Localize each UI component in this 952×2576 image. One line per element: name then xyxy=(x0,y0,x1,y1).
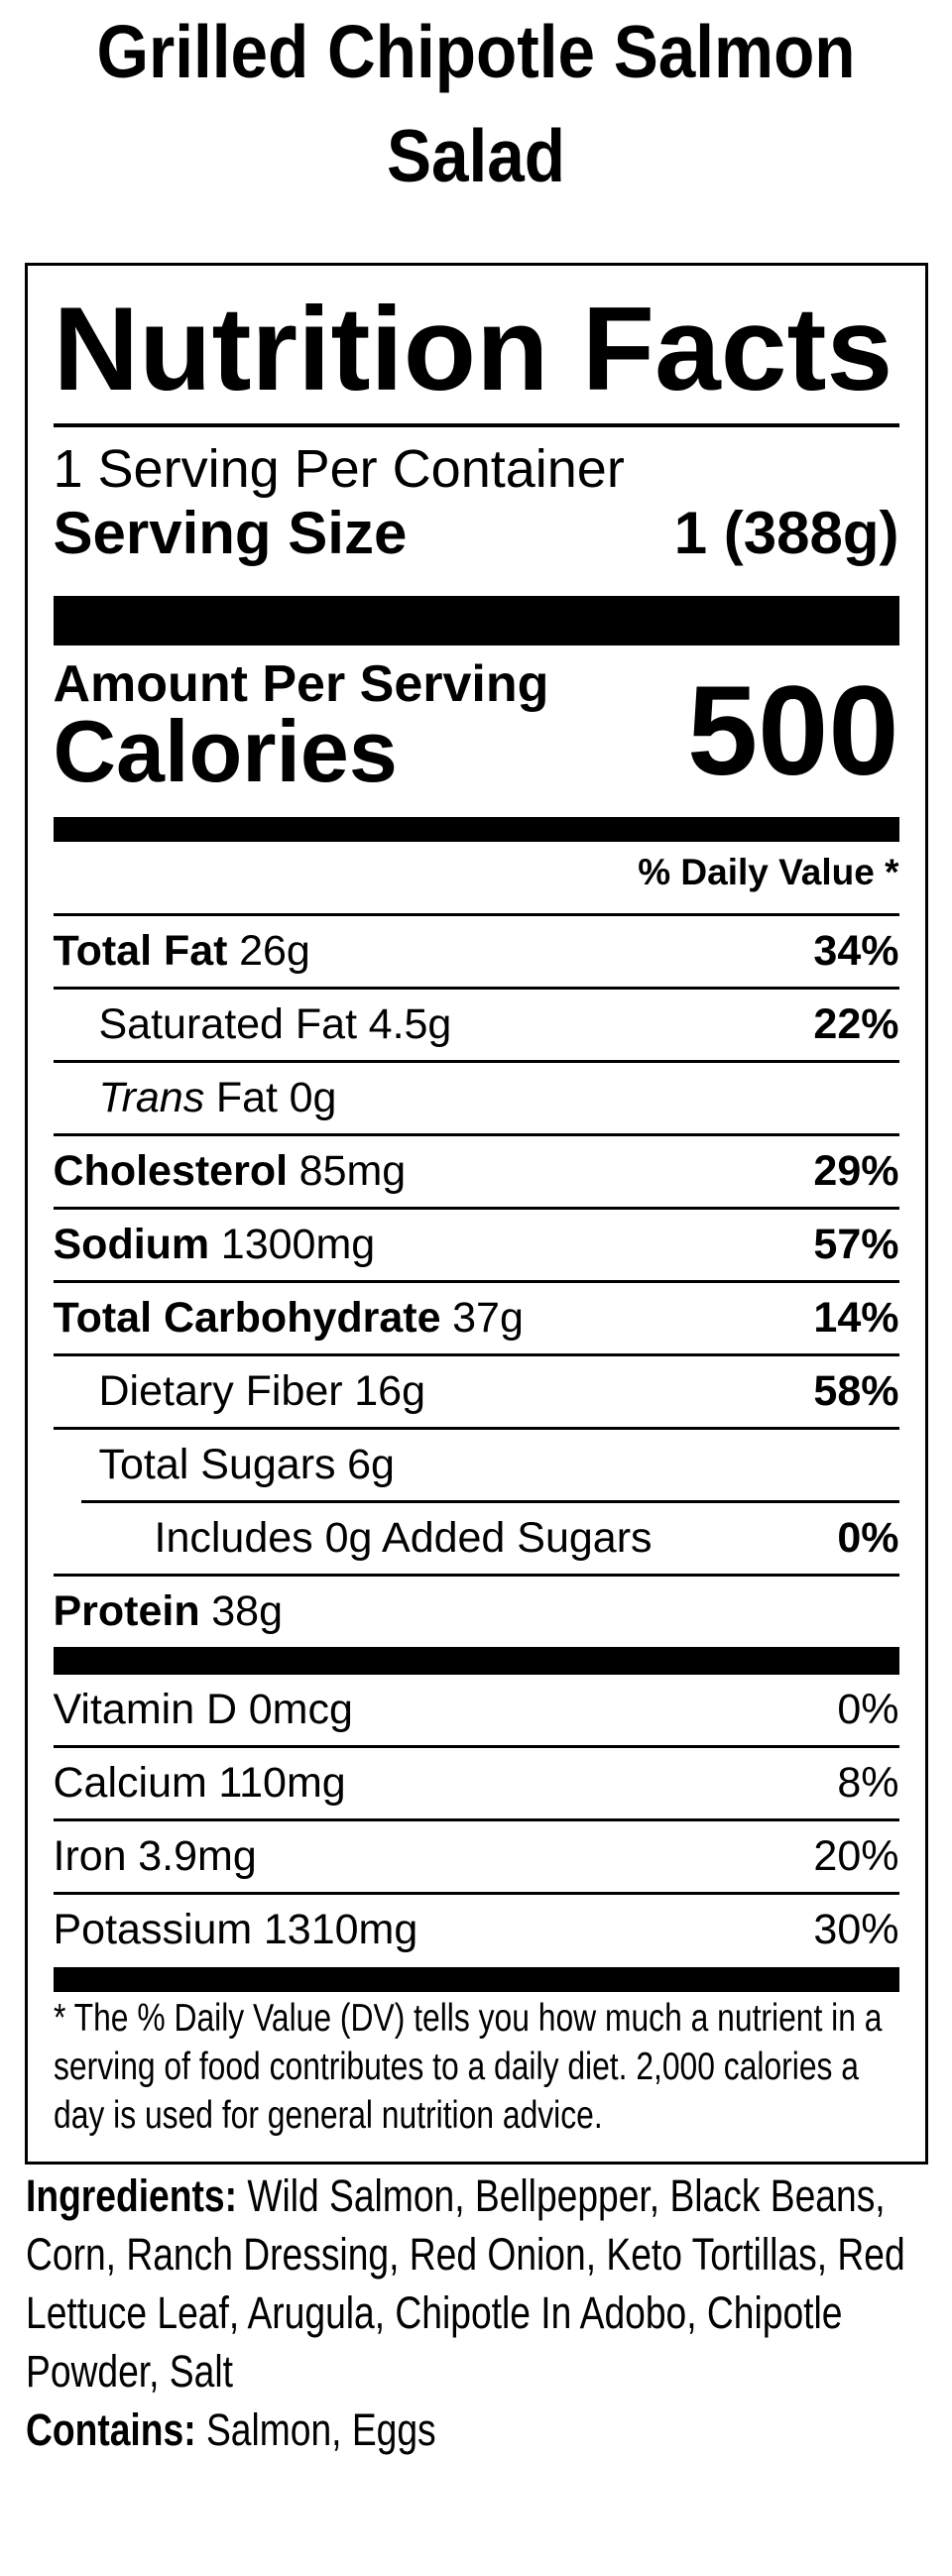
calories-section: Amount Per Serving Calories 500 xyxy=(54,656,899,797)
nutrient-name: Protein xyxy=(53,1587,200,1635)
nutrient-dv: 14% xyxy=(813,1294,899,1342)
row-divider xyxy=(53,1818,899,1821)
nutrient-rows: Total Fat 26g 34% Saturated Fat 4.5g 22% T… xyxy=(53,913,899,1647)
contains-paragraph: Contains: Salmon, Eggs xyxy=(26,2400,924,2459)
contains-text: Salmon, Eggs xyxy=(205,2404,436,2455)
nutrient-amount: 26g xyxy=(239,927,310,975)
nutrient-amount: 6g xyxy=(347,1441,395,1488)
nutrition-facts-heading: Nutrition Facts xyxy=(53,283,893,415)
nutrient-row-total-carbohydrate: Total Carbohydrate 37g 14% xyxy=(54,1283,899,1353)
serving-size-value: 1 (388g) xyxy=(673,500,899,566)
separator-bar xyxy=(53,1647,899,1675)
nutrient-row-trans-fat: Trans Fat 0g xyxy=(54,1063,899,1133)
separator-bar xyxy=(53,817,899,842)
calories-value: 500 xyxy=(686,660,899,802)
nutrient-row-total-fat: Total Fat 26g 34% xyxy=(54,916,899,987)
separator-bar xyxy=(53,1967,899,1992)
nutrition-facts-box: Nutrition Facts 1 Serving Per Container … xyxy=(24,263,928,2165)
nutrient-dv: 0% xyxy=(837,1686,899,1733)
thick-separator-bar xyxy=(53,596,899,645)
nutrient-amount: 110mg xyxy=(218,1759,346,1807)
nutrient-dv: 34% xyxy=(813,927,899,975)
nutrient-dv: 30% xyxy=(813,1906,899,1953)
ingredients-section: Ingredients: Wild Salmon, Bellpepper, Bl… xyxy=(26,2166,952,2459)
row-divider xyxy=(53,1427,899,1430)
nutrient-row-sodium: Sodium 1300mg 57% xyxy=(54,1210,899,1280)
recipe-title: Grilled Chipotle Salmon Salad xyxy=(96,10,856,197)
nutrient-name-italic: Trans xyxy=(98,1074,205,1121)
nutrient-dv: 20% xyxy=(813,1832,899,1880)
nutrient-name: Sodium xyxy=(53,1221,210,1268)
nutrient-dv: 57% xyxy=(813,1221,899,1268)
micronutrient-rows: Vitamin D 0mcg 0% Calcium 110mg 8% Iron 3.9… xyxy=(53,1675,899,1965)
nutrient-amount: 4.5g xyxy=(368,1000,452,1048)
nutrient-name: Total Carbohydrate xyxy=(53,1294,441,1342)
nutrient-amount: 37g xyxy=(452,1294,524,1342)
row-divider xyxy=(53,1353,899,1356)
nutrient-name: Cholesterol xyxy=(53,1147,289,1195)
row-divider xyxy=(53,1060,899,1063)
nutrient-row-saturated-fat: Saturated Fat 4.5g 22% xyxy=(54,990,899,1060)
nutrient-amount: 1300mg xyxy=(220,1221,376,1268)
nutrient-row-potassium: Potassium 1310mg 30% xyxy=(54,1895,899,1965)
nutrient-amount: 16g xyxy=(354,1367,425,1415)
daily-value-header: % Daily Value * xyxy=(638,852,899,892)
nutrient-row-calcium: Calcium 110mg 8% xyxy=(54,1748,899,1818)
serving-size-label: Serving Size xyxy=(53,500,408,566)
contains-label: Contains: xyxy=(26,2404,196,2455)
nutrient-dv: 58% xyxy=(813,1367,899,1415)
row-divider xyxy=(53,1133,899,1136)
nutrient-name: Fat xyxy=(215,1074,278,1121)
nutrient-row-protein: Protein 38g xyxy=(54,1577,899,1647)
nutrient-amount: 3.9mg xyxy=(138,1832,257,1880)
nutrient-name: Total Sugars xyxy=(98,1441,336,1488)
daily-value-footnote: * The % Daily Value (DV) tells you how m… xyxy=(53,1997,882,2137)
nutrient-row-cholesterol: Cholesterol 85mg 29% xyxy=(54,1136,899,1207)
nutrient-name: Vitamin D xyxy=(53,1686,238,1733)
row-divider xyxy=(53,1280,899,1283)
nutrient-dv: 29% xyxy=(813,1147,899,1195)
nutrient-name: Saturated Fat xyxy=(98,1000,358,1048)
nutrient-dv: 22% xyxy=(813,1000,899,1048)
row-divider-indented xyxy=(80,1500,899,1503)
row-divider xyxy=(53,1207,899,1210)
nutrient-name: Includes 0g Added Sugars xyxy=(154,1514,653,1562)
nutrient-name: Dietary Fiber xyxy=(98,1367,343,1415)
row-divider xyxy=(53,1745,899,1748)
nutrient-amount: 85mg xyxy=(298,1147,407,1195)
amount-per-serving-label: Amount Per Serving xyxy=(53,655,549,713)
nutrient-amount: 0mcg xyxy=(248,1686,353,1733)
nutrient-amount: 1310mg xyxy=(263,1906,418,1953)
nutrient-row-vitamin-d: Vitamin D 0mcg 0% xyxy=(54,1675,899,1745)
nutrient-row-iron: Iron 3.9mg 20% xyxy=(54,1821,899,1892)
nutrient-name: Potassium xyxy=(53,1906,253,1953)
nutrient-row-added-sugars: Includes 0g Added Sugars 0% xyxy=(54,1503,899,1574)
nutrient-amount: 38g xyxy=(211,1587,283,1635)
nutrient-row-total-sugars: Total Sugars 6g xyxy=(54,1430,899,1500)
ingredients-label: Ingredients: xyxy=(26,2170,237,2221)
nutrient-dv: 8% xyxy=(837,1759,899,1807)
serving-size-row: Serving Size 1 (388g) xyxy=(54,501,899,566)
nutrient-name: Total Fat xyxy=(53,927,228,975)
ingredients-text: Wild Salmon, Bellpepper, Black Beans, Co… xyxy=(26,2170,905,2397)
calories-label: Calories xyxy=(53,702,398,800)
nutrient-name: Calcium xyxy=(53,1759,207,1807)
row-divider xyxy=(53,913,899,916)
servings-per-container: 1 Serving Per Container xyxy=(53,439,625,499)
nutrient-row-dietary-fiber: Dietary Fiber 16g 58% xyxy=(54,1356,899,1427)
row-divider xyxy=(53,987,899,990)
row-divider xyxy=(53,1892,899,1895)
nutrient-dv: 0% xyxy=(837,1514,899,1562)
heading-divider xyxy=(53,423,899,427)
nutrient-amount: 0g xyxy=(289,1074,337,1121)
ingredients-paragraph: Ingredients: Wild Salmon, Bellpepper, Bl… xyxy=(26,2166,924,2400)
row-divider xyxy=(53,1574,899,1577)
nutrient-name: Iron xyxy=(53,1832,127,1880)
